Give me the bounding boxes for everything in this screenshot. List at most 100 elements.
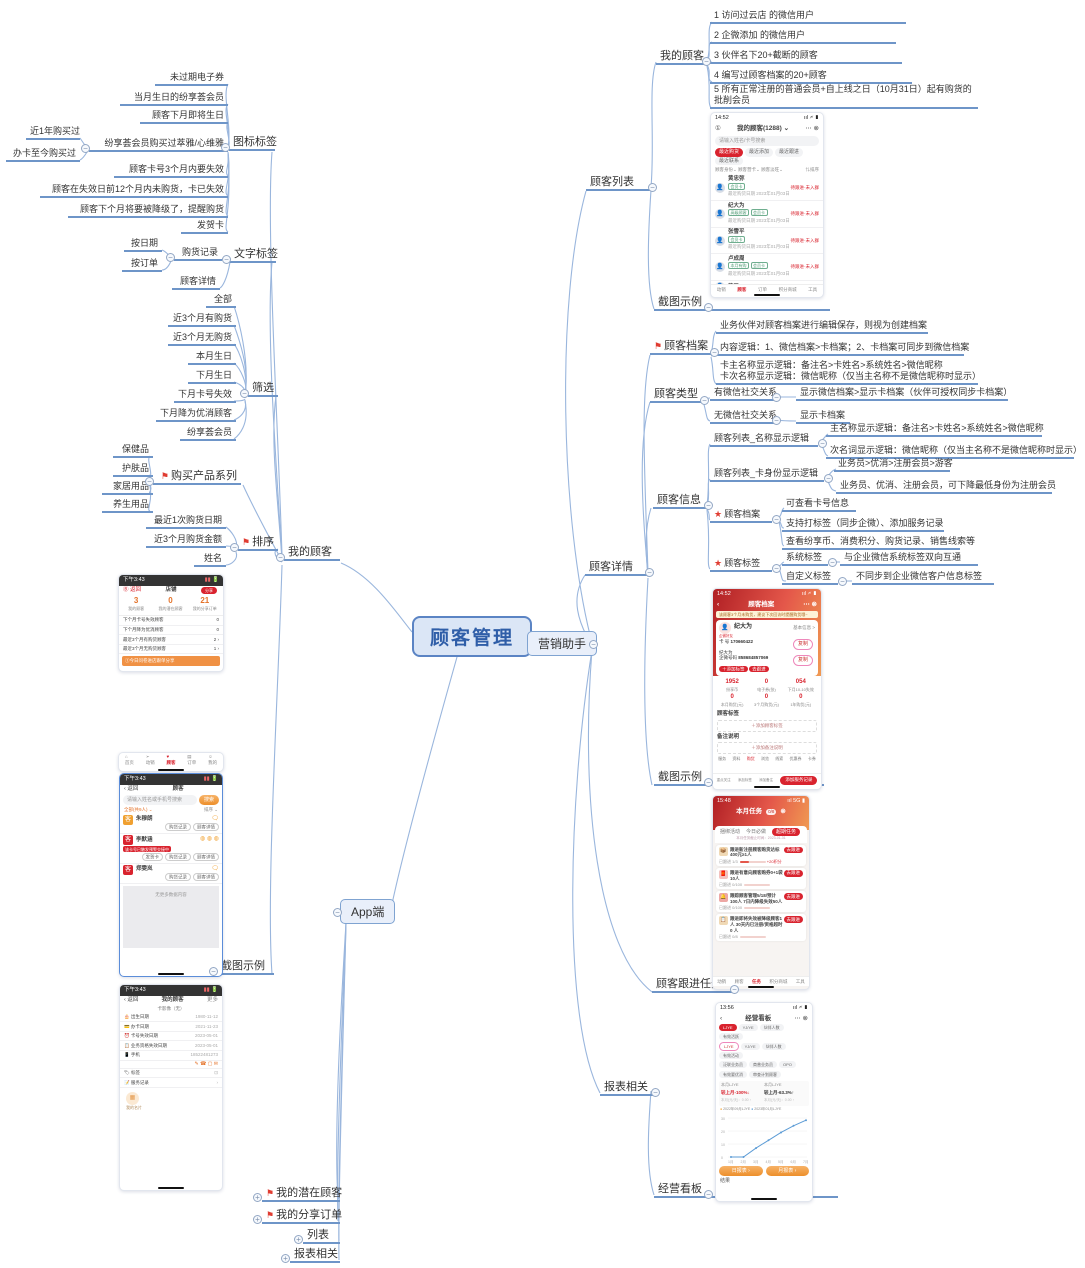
root-node[interactable]: 顾客管理 — [412, 616, 533, 657]
node-sort[interactable]: ⚑ 排序 — [238, 536, 278, 551]
node-filter-card-expire[interactable]: 下月卡号失效 — [174, 389, 236, 403]
phone-screenshot-app-customer-list[interactable]: 下午3:43 ▮▮ 🔋 ‹ 返回 顾客 请输入姓名或手机号搜索 搜索 全部(共9人… — [119, 773, 223, 977]
node-customer-type[interactable]: 顾客类型 — [650, 388, 702, 403]
node-customer-archive[interactable]: ⚑ 顾客档案 — [650, 340, 712, 355]
collapse-icon[interactable]: − — [710, 348, 719, 357]
node-sort-name[interactable]: 姓名 — [194, 553, 226, 567]
node-info-archive-1[interactable]: 可查看卡号信息 — [782, 498, 856, 512]
node-no-wechat-relation-desc[interactable]: 显示卡档案 — [796, 410, 850, 424]
node-name-display-logic[interactable]: 顾客列表_名称显示逻辑 — [710, 433, 818, 447]
node-follow-task[interactable]: 顾客跟进任务 — [652, 978, 732, 993]
collapse-icon[interactable]: − — [704, 1190, 713, 1199]
node-system-tag[interactable]: 系统标签 — [782, 552, 828, 566]
node-card-downgrade[interactable]: 业务员、优消、注册会员，可下降最低身份为注册会员 — [836, 480, 1056, 494]
node-icon-tag-greeting-card[interactable]: 发贺卡 — [181, 220, 228, 234]
phone-screenshot-tabbar-fragment[interactable]: ⌂ 首页 ➣ 动销 ♥ 顾客 ▤ 订单 ☺ 我的 — [118, 752, 224, 772]
phone-screenshot-app-customer-detail[interactable]: 下午3:43 ▮▮ 🔋 ‹ 返回 我的顾客 更多 卡影像（无） 🎂 出生日期 198… — [119, 984, 223, 1191]
node-screenshot-example-left[interactable]: 截图示例 — [217, 960, 274, 975]
node-sub-name-logic[interactable]: 次名词显示逻辑：微信昵称（仅当主名称不是微信昵称时显示） — [826, 445, 1082, 459]
node-icon-tag-birthday-month[interactable]: 当月生日的纷享荟会员 — [120, 92, 228, 106]
node-app-list[interactable]: 列表 — [303, 1229, 340, 1244]
node-custom-tag-desc[interactable]: 不同步到企业微信客户信息标签 — [852, 571, 994, 585]
node-list-item-4[interactable]: 4 编写过顾客档案的20+顾客 — [710, 70, 912, 84]
node-list-item-5[interactable]: 5 所有正常注册的普通会员+自上线之日（10月31日）起有购货的批削会员 — [710, 84, 978, 109]
node-marketing-assistant[interactable]: 营销助手 — [527, 631, 598, 656]
node-info-archive-3[interactable]: 查看纷享币、消费积分、购货记录、销售线索等 — [782, 536, 975, 550]
node-filter-recent-buy[interactable]: 近3个月有购货 — [168, 313, 236, 327]
expand-icon[interactable]: + — [281, 1254, 290, 1263]
expand-icon[interactable]: + — [294, 1235, 303, 1244]
node-by-order[interactable]: 按订单 — [122, 258, 162, 272]
node-info-archive-2[interactable]: 支持打标签（同步企微）、添加服务记录 — [782, 518, 944, 532]
node-icon-tag-card-expired[interactable]: 顾客在失效日前12个月内未购货，卡已失效 — [40, 184, 228, 198]
node-icon-tags[interactable]: 图标标签 — [229, 136, 277, 151]
node-filter[interactable]: 筛选 — [248, 382, 278, 397]
node-list-item-1[interactable]: 1 访问过云店 的微信用户 — [710, 10, 906, 24]
collapse-icon[interactable]: − — [221, 143, 230, 152]
node-filter-member[interactable]: 纷享荟会员 — [180, 427, 236, 441]
phone-screenshot-follow-tasks[interactable]: 15:48 ııl 5G ▮ 本月任务 0/8 ⊗ 捆绑活动 今日必做 超期任务 … — [712, 795, 810, 990]
node-product-series[interactable]: ⚑ 购买产品系列 — [153, 470, 241, 485]
collapse-icon[interactable]: − — [702, 57, 711, 66]
node-list-item-2[interactable]: 2 企微添加 的微信用户 — [710, 30, 896, 44]
node-custom-tag[interactable]: 自定义标签 — [782, 571, 838, 585]
collapse-icon[interactable]: − — [209, 967, 218, 976]
node-bought-since-card[interactable]: 办卡至今购买过 — [6, 148, 80, 162]
collapse-icon[interactable]: − — [589, 640, 598, 649]
node-my-customers-right[interactable]: 我的顾客 — [656, 50, 704, 65]
node-customer-list[interactable]: 顾客列表 — [586, 176, 650, 191]
node-series-skincare[interactable]: 护肤品 — [113, 463, 153, 477]
collapse-icon[interactable]: − — [166, 253, 175, 262]
node-customer-detail-left[interactable]: 顾客详情 — [172, 276, 220, 290]
node-system-tag-desc[interactable]: 与企业微信系统标签双向互通 — [840, 552, 978, 566]
node-app-report[interactable]: 报表相关 — [290, 1248, 340, 1263]
node-app-side[interactable]: App端 — [340, 899, 396, 924]
collapse-icon[interactable]: − — [704, 303, 713, 312]
collapse-icon[interactable]: − — [772, 393, 781, 402]
collapse-icon[interactable]: − — [838, 577, 847, 586]
phone-screenshot-business-board[interactable]: 13:56 ııl 🗲 ▮ ‹ 经营看板 ⋯ ⊗ LJYE YJ/YE 伙伴人数有效活… — [715, 1002, 813, 1202]
collapse-icon[interactable]: − — [700, 396, 709, 405]
node-no-wechat-relation[interactable]: 无微信社交关系 — [710, 410, 777, 424]
expand-icon[interactable]: + — [253, 1193, 262, 1202]
node-filter-downgrade[interactable]: 下月降为优消顾客 — [156, 408, 236, 422]
expand-icon[interactable]: + — [253, 1215, 262, 1224]
node-by-date[interactable]: 按日期 — [124, 238, 162, 252]
collapse-icon[interactable]: − — [240, 389, 249, 398]
collapse-icon[interactable]: − — [645, 568, 654, 577]
collapse-icon[interactable]: − — [772, 564, 781, 573]
collapse-icon[interactable]: − — [648, 183, 657, 192]
node-icon-tag-coupon[interactable]: 未过期电子券 — [155, 72, 228, 86]
node-screenshot-example-1[interactable]: 截图示例 — [654, 296, 830, 311]
collapse-icon[interactable]: − — [333, 908, 342, 917]
node-customer-info[interactable]: 顾客信息 — [653, 494, 707, 509]
collapse-icon[interactable]: − — [824, 474, 833, 483]
node-report-related[interactable]: 报表相关 — [600, 1081, 654, 1096]
collapse-icon[interactable]: − — [651, 1088, 660, 1097]
node-info-archive[interactable]: ★ 顾客档案 — [710, 509, 772, 523]
collapse-icon[interactable]: − — [772, 416, 781, 425]
node-icon-tag-purchased[interactable]: 纷享荟会员购买过萃雅/心维雅 — [89, 138, 228, 152]
node-my-customers-left[interactable]: 我的顾客 — [284, 546, 340, 561]
node-icon-tag-birthday-next[interactable]: 顾客下月即将生日 — [140, 110, 228, 124]
node-wechat-relation-desc[interactable]: 显示微信档案>显示卡档案（伙伴可授权同步卡档案） — [796, 387, 1012, 401]
node-card-identity-logic[interactable]: 顾客列表_卡身份显示逻辑 — [710, 468, 824, 482]
node-bought-1year[interactable]: 近1年购买过 — [26, 126, 80, 140]
node-shared-orders[interactable]: ⚑ 我的分享订单 — [262, 1209, 342, 1224]
node-sort-amount[interactable]: 近3个月购货金额 — [146, 534, 226, 548]
node-archive-rule-3[interactable]: 卡主名称显示逻辑：备注名>卡姓名>系统姓名>微信昵称 卡次名称显示逻辑：微信昵称… — [716, 360, 981, 385]
phone-screenshot-customer-list[interactable]: 14:52 ııl 🗲 ▮ ① 我的顾客(1288) ⌄ ⋯ ⊗ 请输入姓名/卡号… — [710, 112, 824, 298]
node-archive-rule-1[interactable]: 业务伙伴对顾客档案进行编辑保存，则视为创建档案 — [716, 320, 928, 334]
node-filter-birthday-this[interactable]: 本月生日 — [188, 351, 236, 365]
collapse-icon[interactable]: − — [828, 558, 837, 567]
node-archive-rule-2[interactable]: 内容逻辑：1、微信档案>卡档案；2、卡档案可同步到微信档案 — [716, 342, 969, 356]
node-sort-last-purchase[interactable]: 最近1次购货日期 — [146, 515, 226, 529]
collapse-icon[interactable]: − — [222, 255, 231, 264]
node-series-health[interactable]: 保健品 — [113, 444, 153, 458]
node-text-tags[interactable]: 文字标签 — [230, 248, 278, 263]
node-series-wellness[interactable]: 养生用品 — [102, 499, 153, 513]
phone-screenshot-customer-archive[interactable]: 14:52 ııl 🗲 ▮ ‹ 顾客档案 ⋯ ⊗ 该顾客3个月未购货，建议下次回访… — [712, 588, 822, 790]
collapse-icon[interactable]: − — [704, 778, 713, 787]
node-icon-tag-card-expire[interactable]: 顾客卡号3个月内要失效 — [114, 164, 228, 178]
node-filter-all[interactable]: 全部 — [206, 294, 236, 308]
